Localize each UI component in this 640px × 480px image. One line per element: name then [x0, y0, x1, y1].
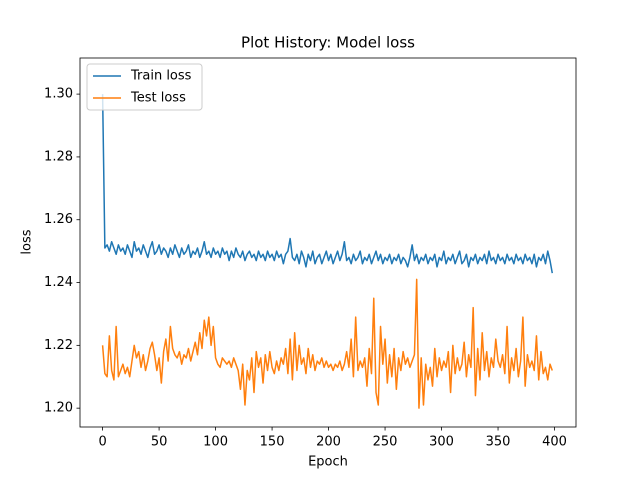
x-tick-label: 250	[373, 435, 398, 450]
y-tick-label: 1.20	[44, 401, 73, 416]
x-tick-label: 200	[316, 435, 341, 450]
series-line	[101, 278, 553, 409]
x-axis-label: Epoch	[308, 455, 348, 470]
legend-label: Test loss	[130, 91, 186, 106]
series-line	[101, 94, 554, 274]
y-tick-label: 1.30	[44, 87, 73, 102]
y-tick-label: 1.28	[44, 149, 73, 164]
x-tick-label: 100	[203, 435, 228, 450]
x-tick-label: 300	[429, 435, 454, 450]
legend-label: Train loss	[130, 69, 192, 84]
x-tick-label: 50	[151, 435, 168, 450]
y-tick-label: 1.26	[44, 212, 73, 227]
x-tick-label: 150	[260, 435, 285, 450]
chart-title: Plot History: Model loss	[241, 34, 415, 52]
axes-frame	[79, 57, 577, 428]
y-tick-label: 1.24	[44, 275, 73, 290]
x-tick-label: 350	[486, 435, 511, 450]
y-axis-label: loss	[20, 229, 35, 254]
x-tick-label: 0	[98, 435, 106, 450]
y-tick-label: 1.22	[44, 338, 73, 353]
x-tick-label: 400	[542, 435, 567, 450]
